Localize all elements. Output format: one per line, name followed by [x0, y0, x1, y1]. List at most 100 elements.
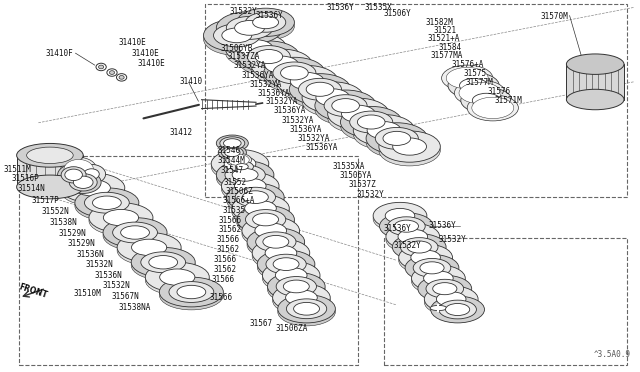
Ellipse shape [385, 208, 415, 223]
Text: 31506Z: 31506Z [225, 187, 253, 196]
Text: 31584: 31584 [438, 43, 461, 52]
Ellipse shape [375, 128, 419, 149]
Ellipse shape [367, 122, 401, 139]
Ellipse shape [89, 203, 153, 232]
Ellipse shape [221, 175, 279, 203]
Ellipse shape [265, 245, 297, 261]
Ellipse shape [273, 62, 316, 84]
Ellipse shape [472, 97, 514, 119]
Ellipse shape [89, 206, 153, 235]
Ellipse shape [119, 76, 124, 79]
Text: 31535XA: 31535XA [333, 162, 365, 171]
Ellipse shape [109, 71, 115, 74]
Text: 31532YA: 31532YA [282, 116, 314, 125]
Text: 31566: 31566 [210, 293, 233, 302]
Ellipse shape [239, 40, 273, 57]
Ellipse shape [117, 232, 181, 262]
Text: 31511M: 31511M [3, 165, 31, 174]
Ellipse shape [411, 250, 440, 265]
Ellipse shape [242, 217, 300, 245]
Ellipse shape [145, 265, 209, 295]
Text: 31577MA: 31577MA [430, 51, 463, 60]
Ellipse shape [221, 172, 279, 200]
Ellipse shape [436, 292, 466, 307]
Ellipse shape [221, 147, 243, 158]
Ellipse shape [342, 105, 375, 122]
Ellipse shape [426, 279, 463, 298]
Ellipse shape [224, 156, 256, 171]
Ellipse shape [236, 187, 276, 207]
Ellipse shape [413, 259, 451, 277]
Ellipse shape [255, 49, 283, 64]
Text: 31562: 31562 [216, 245, 239, 254]
Ellipse shape [84, 169, 99, 179]
Text: 31516P: 31516P [12, 174, 39, 183]
Ellipse shape [268, 275, 325, 304]
Ellipse shape [264, 57, 325, 89]
Ellipse shape [289, 77, 351, 109]
Ellipse shape [132, 239, 166, 256]
Ellipse shape [120, 226, 150, 239]
Ellipse shape [383, 131, 411, 145]
Bar [566, 64, 624, 100]
Text: 31536N: 31536N [77, 250, 104, 259]
Text: 31536Y: 31536Y [326, 3, 354, 12]
Ellipse shape [237, 8, 294, 36]
Ellipse shape [315, 90, 376, 121]
Text: 31521+A: 31521+A [428, 34, 460, 43]
Ellipse shape [159, 277, 223, 307]
Text: 31535X: 31535X [365, 3, 392, 12]
Text: 31566: 31566 [219, 216, 242, 225]
Ellipse shape [92, 196, 122, 209]
Ellipse shape [220, 137, 244, 150]
Ellipse shape [160, 269, 195, 285]
Text: 31532Y: 31532Y [356, 190, 384, 199]
Ellipse shape [225, 33, 287, 64]
Ellipse shape [17, 144, 83, 167]
Text: 31510M: 31510M [74, 289, 101, 298]
Text: 31567: 31567 [250, 319, 273, 328]
Ellipse shape [366, 126, 428, 158]
Ellipse shape [243, 191, 268, 203]
Ellipse shape [237, 208, 294, 237]
Ellipse shape [263, 235, 289, 248]
Ellipse shape [214, 24, 260, 47]
Text: 31566+A: 31566+A [222, 196, 255, 205]
Ellipse shape [107, 69, 117, 76]
Ellipse shape [232, 169, 258, 181]
Ellipse shape [75, 188, 139, 218]
Ellipse shape [349, 111, 393, 133]
Ellipse shape [388, 217, 425, 235]
Ellipse shape [418, 275, 472, 302]
Ellipse shape [442, 65, 493, 91]
Text: 31562: 31562 [214, 265, 237, 274]
Ellipse shape [298, 78, 342, 100]
Ellipse shape [222, 28, 252, 43]
Ellipse shape [386, 226, 440, 253]
Ellipse shape [275, 267, 307, 283]
Text: 31410E: 31410E [138, 59, 165, 68]
Ellipse shape [328, 102, 389, 133]
Text: 31506Y: 31506Y [384, 9, 412, 17]
Text: 31536YA: 31536YA [242, 71, 275, 80]
Ellipse shape [27, 147, 73, 164]
Text: 31532Y: 31532Y [394, 241, 421, 250]
Ellipse shape [273, 258, 299, 270]
Ellipse shape [253, 16, 278, 29]
Ellipse shape [61, 157, 97, 181]
Ellipse shape [159, 280, 223, 310]
Ellipse shape [58, 164, 90, 185]
Ellipse shape [291, 73, 324, 90]
Ellipse shape [69, 174, 97, 191]
Ellipse shape [253, 213, 278, 226]
Ellipse shape [252, 242, 310, 270]
Ellipse shape [65, 169, 83, 180]
Ellipse shape [113, 222, 157, 243]
Ellipse shape [76, 180, 111, 196]
Ellipse shape [65, 171, 101, 193]
Text: 31532YA: 31532YA [298, 134, 330, 143]
Ellipse shape [273, 286, 330, 315]
Ellipse shape [251, 49, 312, 80]
Text: 31506YA: 31506YA [339, 171, 372, 180]
Ellipse shape [398, 229, 428, 244]
